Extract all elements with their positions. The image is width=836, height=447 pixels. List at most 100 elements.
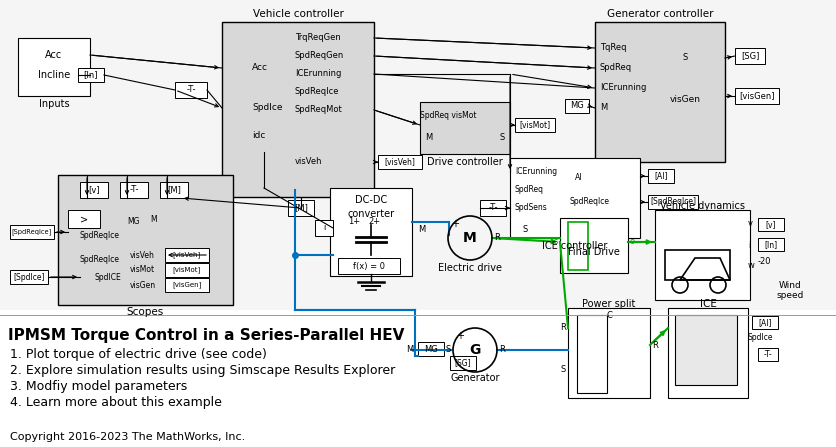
Text: Copyright 2016-2023 The MathWorks, Inc.: Copyright 2016-2023 The MathWorks, Inc.: [10, 432, 245, 442]
Bar: [757, 238, 783, 251]
Bar: [0, 0, 836, 310]
Text: R: R: [651, 341, 657, 350]
Bar: [479, 200, 506, 216]
Bar: [165, 263, 209, 277]
Text: Final Drive: Final Drive: [568, 247, 619, 257]
Text: s: s: [553, 237, 558, 246]
Text: SpdReq visMot: SpdReq visMot: [419, 111, 476, 121]
Bar: [10, 270, 48, 284]
Bar: [564, 99, 589, 113]
Text: S: S: [681, 54, 687, 63]
Text: [visVeh]: [visVeh]: [173, 252, 201, 258]
Text: ICErunning: ICErunning: [599, 84, 645, 93]
Text: Drive controller: Drive controller: [426, 157, 502, 167]
Text: -T-: -T-: [762, 350, 772, 359]
Bar: [509, 158, 640, 238]
Text: ICE: ICE: [699, 299, 716, 309]
Text: converter: converter: [347, 209, 394, 219]
Text: [visGen]: [visGen]: [172, 282, 201, 288]
Text: v: v: [747, 219, 752, 228]
Text: MG: MG: [569, 101, 584, 110]
Bar: [594, 22, 724, 162]
Text: [v]: [v]: [765, 220, 775, 229]
Text: w: w: [747, 261, 754, 270]
Bar: [10, 225, 54, 239]
Text: visMot: visMot: [130, 266, 155, 274]
Text: R: R: [559, 324, 565, 333]
Text: Vehicle controller: Vehicle controller: [252, 9, 343, 19]
Text: [visMot]: [visMot]: [519, 121, 550, 130]
Text: S: S: [445, 346, 450, 354]
Bar: [559, 218, 627, 273]
Text: -20: -20: [757, 257, 771, 266]
Text: Inputs: Inputs: [38, 99, 69, 109]
Text: [In]: [In]: [763, 240, 777, 249]
Text: [visMot]: [visMot]: [173, 266, 201, 274]
Text: visVeh: visVeh: [294, 157, 322, 166]
Text: ICErunning: ICErunning: [514, 168, 557, 177]
Text: Generator: Generator: [450, 373, 499, 383]
Text: o: o: [630, 237, 635, 246]
Bar: [165, 248, 209, 262]
Text: AI: AI: [574, 173, 582, 182]
Text: TqReq: TqReq: [599, 43, 626, 52]
Text: [SG]: [SG]: [454, 358, 471, 367]
Text: visGen: visGen: [669, 96, 700, 105]
Text: SpdReqIce: SpdReqIce: [294, 88, 339, 97]
Text: SpdReqIce: SpdReqIce: [569, 198, 609, 207]
Text: Scopes: Scopes: [126, 307, 163, 317]
Bar: [58, 175, 232, 305]
Text: S: S: [560, 366, 565, 375]
Bar: [378, 155, 421, 169]
Text: visGen: visGen: [130, 281, 156, 290]
Text: [In]: [In]: [84, 71, 98, 80]
Text: SpdSens: SpdSens: [514, 203, 547, 212]
Text: idc: idc: [252, 131, 265, 139]
Text: i: i: [323, 224, 325, 232]
Bar: [514, 118, 554, 132]
Bar: [674, 315, 737, 385]
Bar: [667, 308, 747, 398]
Bar: [734, 88, 778, 104]
Text: 2. Explore simulation results using Simscape Results Explorer: 2. Explore simulation results using Sims…: [10, 364, 395, 377]
Text: SpdReq: SpdReq: [514, 186, 543, 194]
Bar: [338, 258, 400, 274]
Text: M: M: [406, 346, 413, 354]
Bar: [314, 220, 333, 236]
Text: SpdIce: SpdIce: [747, 333, 772, 342]
Text: MG: MG: [128, 218, 140, 227]
Text: M: M: [418, 225, 426, 235]
Bar: [647, 195, 697, 209]
Text: Incline: Incline: [38, 70, 70, 80]
Text: SpdIce: SpdIce: [252, 104, 283, 113]
Text: 1+: 1+: [348, 218, 359, 227]
Bar: [568, 222, 588, 270]
Text: [SpdReqIce]: [SpdReqIce]: [650, 198, 696, 207]
Text: [AI]: [AI]: [654, 172, 667, 181]
Text: IPMSM Torque Control in a Series-Parallel HEV: IPMSM Torque Control in a Series-Paralle…: [8, 328, 404, 343]
Text: Electric drive: Electric drive: [437, 263, 502, 273]
Text: >: >: [80, 214, 88, 224]
Text: speed: speed: [775, 291, 803, 300]
Bar: [160, 182, 188, 198]
Bar: [655, 210, 749, 300]
Bar: [757, 348, 777, 361]
Bar: [175, 82, 206, 98]
Text: f(x) = 0: f(x) = 0: [353, 261, 385, 270]
Text: SpdReqMot: SpdReqMot: [294, 105, 342, 114]
Bar: [120, 182, 148, 198]
Bar: [576, 315, 606, 393]
Text: SpdReqGen: SpdReqGen: [294, 51, 344, 60]
Text: [v]: [v]: [88, 186, 99, 194]
Text: 3. Modfiy model parameters: 3. Modfiy model parameters: [10, 380, 187, 393]
Text: [visVeh]: [visVeh]: [384, 157, 415, 166]
Text: Vehicle dynamics: Vehicle dynamics: [660, 201, 745, 211]
Text: [M]: [M]: [167, 186, 181, 194]
Text: MG: MG: [424, 345, 437, 354]
Text: M: M: [599, 104, 607, 113]
Text: visVeh: visVeh: [130, 250, 155, 260]
Text: [AI]: [AI]: [757, 318, 771, 327]
Text: M: M: [150, 215, 157, 224]
Text: S: S: [499, 134, 504, 143]
Bar: [78, 68, 104, 82]
